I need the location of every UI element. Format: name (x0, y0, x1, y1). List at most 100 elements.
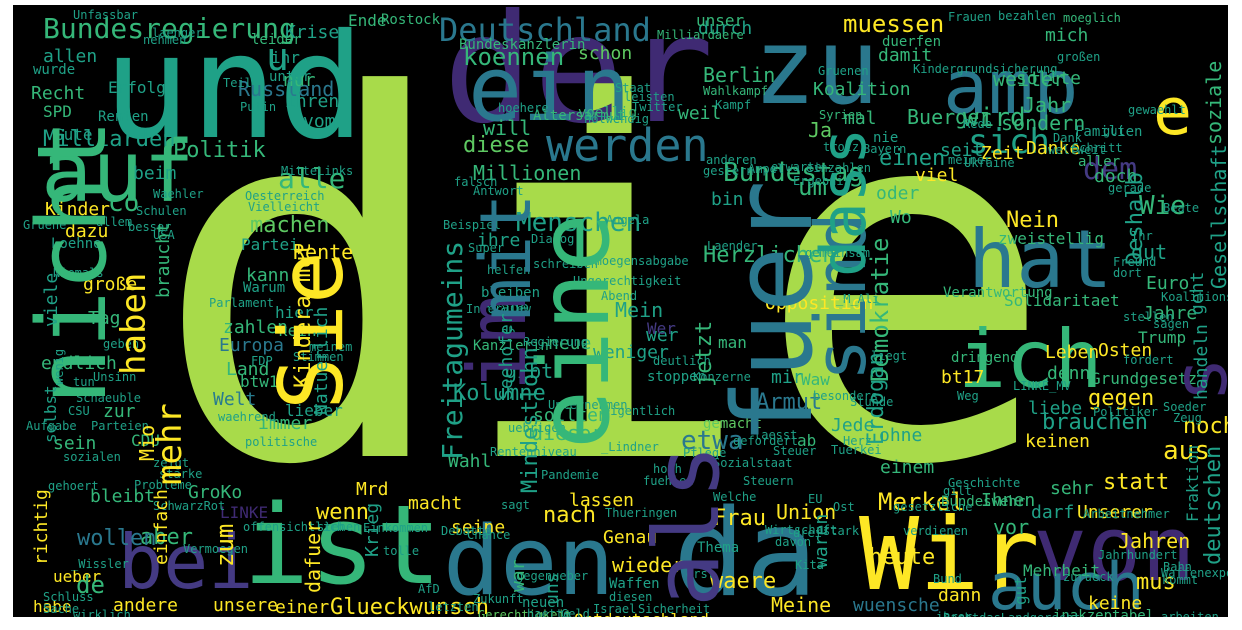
word-mehrheit: Mehrheit (1023, 561, 1101, 580)
word-zahlen: zahlen (223, 317, 289, 338)
word-antwort: Antwort (473, 184, 524, 198)
word-kolumne: Kolumne (453, 381, 546, 406)
word-aus: aus (1163, 436, 1210, 466)
word-interview: Interview (466, 302, 532, 316)
word-mitte: MitteLinks (281, 164, 354, 178)
word-fuehlen: fuehlen (643, 474, 694, 488)
word-gewaehlt: gewaehlt (1128, 103, 1186, 117)
word-auf: auf (41, 123, 195, 222)
word-rentenniveau: Rentenniveau (490, 445, 577, 459)
word-geht: geht (1187, 271, 1208, 315)
word-denn: denn (1047, 363, 1091, 384)
word-solidaritaet: Solidaritaet (1004, 291, 1120, 310)
word-bundeskanzlerin: Bundeskanzlerin (459, 37, 586, 53)
word-co: co (108, 188, 140, 218)
word-erst: erst (686, 567, 715, 581)
word-brauchen: brauchen (1042, 410, 1148, 435)
word-politische: politische (245, 435, 318, 449)
word-viel: viel (915, 165, 959, 186)
word-dieser: dieser (531, 421, 604, 445)
word-gerechtigkeit: Gerechtigkeit (478, 608, 572, 617)
word-mal: mal (844, 108, 877, 129)
word-opposition: Opposition (765, 293, 874, 314)
word-gut2: gut (1011, 576, 1030, 605)
word-beate: Beate (1163, 201, 1200, 215)
word-gestern: gestern (703, 164, 754, 178)
word-unsinn: Unsinn (93, 370, 137, 384)
word-deutschland: Deutschland (439, 11, 651, 49)
word-erdogan: Erdogan (864, 352, 889, 445)
word-die: die (153, 5, 1057, 574)
word-wo: Wo (890, 207, 912, 228)
word-kita: Kita (795, 558, 824, 572)
word-duerfen: duerfen (882, 34, 942, 50)
word-waere: waere (710, 569, 777, 594)
word-koalition: Koalition (813, 79, 911, 100)
word-dafuer: dafuer (301, 520, 325, 593)
word-uebrigen: uebrigen (508, 421, 566, 435)
word-sicherheit: Sicherheit (638, 602, 711, 616)
word-freund: Freund (1113, 255, 1157, 269)
word-partei: Partei (241, 235, 299, 254)
word-bundesregierung: Bundesregierung (43, 12, 296, 45)
word-ihr: Ihr (1131, 229, 1153, 243)
word-frage: Frage (481, 298, 530, 317)
word-oesterreich: Oesterreich (245, 189, 325, 203)
word-zum: zum (211, 523, 239, 567)
word-doch: doch (1094, 166, 1138, 187)
word-bleibt: bleibt (90, 486, 156, 507)
word-liebe: liebe (1028, 398, 1083, 419)
word-geben: geben (103, 337, 140, 351)
word-ob: ob (501, 325, 516, 339)
word-zeug: Zeug (1173, 411, 1202, 425)
word-herzlichen: Herzlichen (703, 243, 836, 268)
word-groko: GroKo (188, 482, 243, 503)
word-ich: ich (958, 313, 1103, 406)
word-einfach: einfach (151, 489, 172, 565)
word-niemals: Niemals (53, 266, 104, 280)
word-gruene: Gruene (23, 218, 67, 232)
word-loehne: Loehne (51, 236, 102, 252)
word-rede: Rede (963, 117, 992, 131)
word-grundgesetz: Grundgesetz (1091, 369, 1197, 388)
word-ab: ab (797, 431, 817, 450)
word-dazu: dazu (65, 221, 109, 242)
word-milliardaere: Milliardaere (657, 28, 744, 42)
word-uns: uns (542, 572, 563, 605)
word-super: Super (468, 241, 505, 255)
word-schritt: Schritt (1072, 141, 1123, 155)
word-wir: Wir (859, 496, 1040, 613)
word-nicht: nicht (18, 119, 128, 405)
word-zu: zu (753, 6, 880, 128)
word-sagt: sagt (501, 498, 530, 512)
word-deutschen: deutschen (1201, 445, 1226, 565)
word-jahrhundert: Jahrhundert (1098, 548, 1178, 562)
word-linke: LINKE (220, 503, 269, 522)
word-parteien: Parteien (91, 419, 149, 433)
word-bayern: Bayern (863, 142, 907, 156)
word-kampf: Kampf (715, 98, 752, 112)
word-allen: allen (43, 46, 98, 67)
word-btw1: btw1 (240, 372, 279, 391)
word-gerade: gerade (1108, 181, 1152, 195)
word-mein: Mein (615, 298, 664, 322)
word-einen: einen (879, 146, 946, 171)
word-merkel: Merkel (878, 488, 965, 516)
word-eu: EU (808, 492, 823, 506)
word-neuen: neuen (522, 595, 565, 611)
word-union: Union (776, 500, 837, 524)
word-bleiben: bleiben (481, 285, 541, 301)
word-afd: AfD (418, 582, 440, 596)
word-tolle: tolle (383, 544, 420, 558)
word-braucht: braucht (153, 222, 174, 298)
word-gemeinsam: gemeinsam (805, 246, 871, 260)
word-zurueck: zurueck (1063, 570, 1114, 584)
word-falsch: falsch (454, 175, 498, 189)
word-glueckwunsch: Glueckwunsch (330, 595, 489, 618)
word-allem: allem (96, 215, 133, 229)
word-amp: amp (943, 43, 1079, 131)
word-steuer: Steuer (773, 444, 817, 458)
word-wer: Wer (647, 319, 676, 338)
word-auch: auch (988, 550, 1145, 617)
word-russland: Russland (238, 77, 335, 101)
